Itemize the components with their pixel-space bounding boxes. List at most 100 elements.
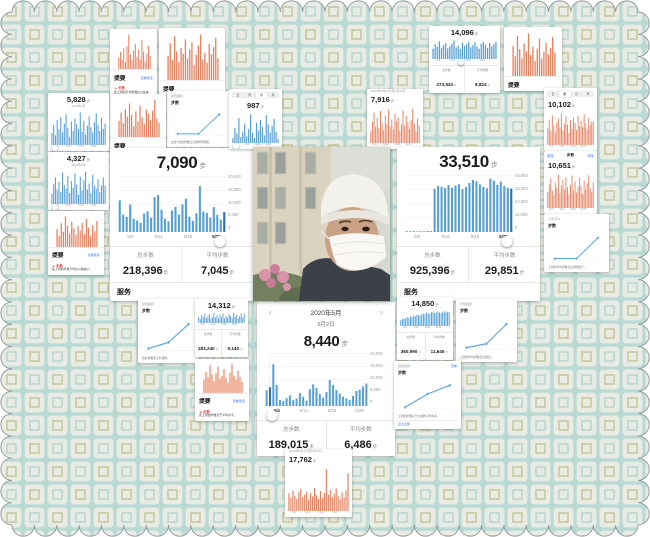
x-tick: 5/11 [559,145,565,148]
x-tick: 5/25 [332,511,338,514]
chart-area [400,310,450,326]
date-slider-handle[interactable] [458,59,465,65]
trend-header-text: 健身趋势 [398,364,411,368]
x-tick: 5/11 [450,59,456,62]
total-steps-stat: 总步数 273,543步 [429,66,464,93]
mask-fold-2 [334,251,385,256]
segment-周[interactable]: 周 [558,90,571,97]
trend-note-text: 上周的步数高于之前的平均水平。 [398,413,440,418]
show-all-link[interactable]: 显示全部 [398,419,457,426]
bar-chart [265,353,368,406]
month-nav: ‹ 2020年5月 › [257,302,395,318]
x-tick: 5/11 [244,143,250,146]
date-slider-handle[interactable] [52,204,59,210]
chart-area [198,312,245,323]
line-chart [462,321,511,350]
stat-unit: 步 [445,351,448,354]
bar-chart [400,311,450,326]
stats-row: 总步数 283,240步 平均步数 9,140步 [195,329,248,357]
x-tick: 5/25 [406,143,412,146]
y-tick: 0 [515,225,518,230]
summary-row: 提要 查看更多 [195,392,249,408]
services-row[interactable]: 服务 [110,282,253,301]
trend-header: 健身趋势 查看 [398,364,457,368]
segment-周[interactable]: 周 [248,92,252,97]
line-chart [173,112,224,136]
steps-unit: 步 [571,103,576,108]
bar-chart [118,34,151,70]
back-button[interactable]: 返回 [547,154,554,158]
x-tick: 5/25 [91,145,97,148]
chart-area [288,466,349,511]
stat-label: 总步数 [424,253,441,259]
segment-日[interactable]: 日 [551,91,555,96]
card-sum_e: 提要 [504,27,562,91]
steps-title-row: 33,510 步 [397,147,540,172]
segment-年[interactable]: 年 [586,91,590,96]
segment-年[interactable]: 年 [271,92,275,97]
services-row[interactable]: 服务 [397,282,540,301]
see-more-link[interactable]: 查看更多 [232,399,245,404]
selected-date: 5月2日 [317,322,335,328]
stats-row: 总步数 360,990步 平均步数 11,645步 [397,332,453,360]
chevron-right-icon[interactable]: › [380,306,383,317]
chevron-left-icon[interactable]: ‹ [269,306,272,317]
x-tick: 5/4 [414,234,421,239]
average-steps-stat: 平均步数 29,851步 [468,247,540,282]
bar-chart [232,113,279,143]
steps-title-row: 987 步 [229,99,282,110]
y-tick: 5,000 [228,212,239,218]
steps-value: 10,102 [548,99,571,109]
see-more-link[interactable]: 查看更多 [140,75,153,80]
stat-unit: 步 [240,348,243,351]
chart-area: 44,000 33,000 22,000 11,000 0 [405,173,534,232]
steps-unit: 步 [199,163,207,170]
stat-value: 218,396 [122,265,163,277]
person-hat [321,174,389,219]
stat-unit: 步 [372,444,378,449]
chart-area [51,110,106,145]
see-more-link[interactable]: 查看更多 [87,253,100,258]
summary-label: 提要 [508,82,520,89]
card-sum_b: 提要 [159,28,225,95]
average-steps-stat: 平均步数 6,486步 [325,421,396,456]
stat-unit: 步 [450,270,456,275]
services-label: 服务 [404,289,418,296]
steps-value: 5,828 [66,95,86,104]
bar-chart [56,216,98,247]
date-slider-handle[interactable] [214,236,226,247]
y-tick: 10,000 [228,199,241,205]
date-slider-handle[interactable] [232,143,239,149]
steps-unit: 步 [86,99,91,103]
summary-row: 提要 [504,76,562,91]
steps-down-alert: ▲ 步数 [114,86,125,91]
steps-unit: 步 [390,99,395,103]
date-slider-handle[interactable] [501,236,513,247]
segment-月[interactable]: 月 [574,91,578,96]
date-slider-handle[interactable] [52,145,59,151]
summary-label: 提要 [52,253,64,260]
y-tick: 12,000 [370,375,383,380]
bar-chart [512,33,556,76]
segment-日[interactable]: 日 [236,92,240,97]
chart-area [167,31,219,80]
bar-chart [51,112,106,145]
steps-value: 7,916 [371,95,390,104]
steps-value: 7,090 [156,153,198,172]
y-tick: 33,000 [515,186,528,191]
card-d17762: 2020年5月1日至5月31日 17,762 步 5/4 5/11 5/18 5/25 [285,449,352,517]
trend-header-link[interactable]: 查看 [450,364,457,368]
x-axis-row: 5/45/115/185/25 [118,233,245,247]
date-slider-handle[interactable] [266,410,278,421]
trend-header: 健身趋势 [142,302,195,306]
steps-unit: 步 [341,341,349,348]
stat-unit: 步 [163,270,169,275]
add-button[interactable]: 添加 [587,154,594,158]
card-sum_d: 提要 查看更多 ▲ 步数 在上周的步数平均比以前减少。 [48,211,104,275]
segment-月[interactable]: 月 [255,91,268,98]
x-tick: 5/11 [305,511,311,514]
chart-area [432,39,497,59]
